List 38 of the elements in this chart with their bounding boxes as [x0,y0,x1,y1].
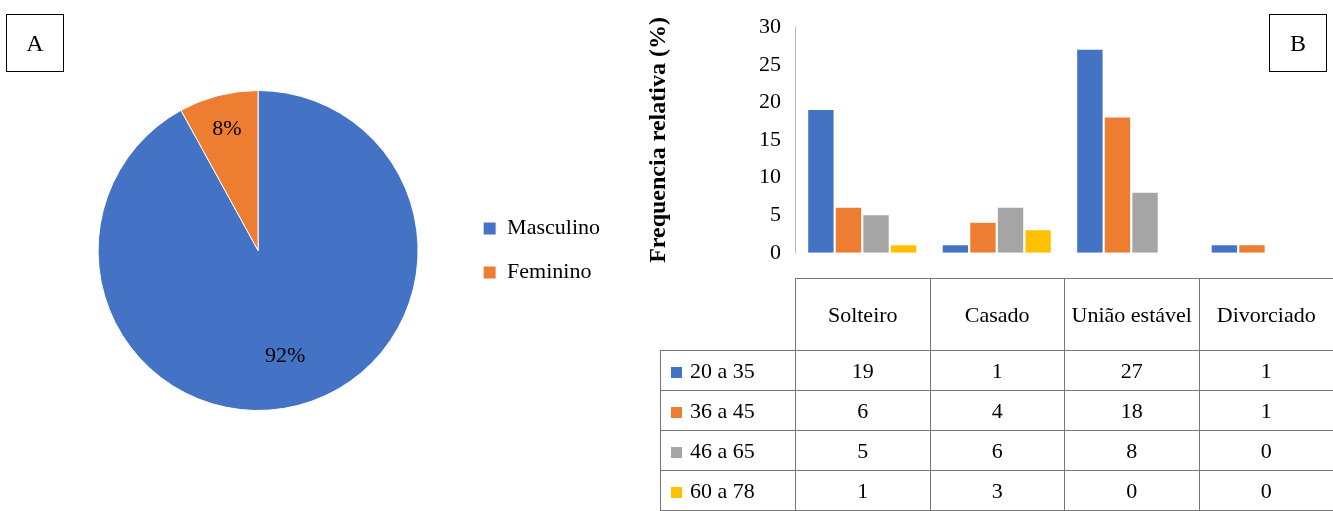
annotation: B [1269,14,1327,72]
y-tick-label: 5 [770,200,781,226]
legend-label: 46 a 65 [660,430,796,471]
data-label: 3 [930,470,1065,511]
legend-label: Feminino [507,258,592,284]
data-label: 0 [1199,430,1333,471]
data-label: 6 [795,390,930,431]
data-label: 1 [1199,390,1333,431]
data-label: 8 [1064,430,1199,471]
x-tick-label: União estável [1064,278,1199,351]
data-label: 4 [930,390,1065,431]
data-label: 5 [795,430,930,471]
data-label: 19 [795,350,930,391]
data-label: 92% [264,341,306,367]
data-label: 8% [212,115,242,141]
data-label: 1 [795,470,930,511]
data-label: 1 [930,350,1065,391]
data-label: 1 [1199,350,1333,391]
legend-label: 36 a 45 [660,390,796,431]
legend-label: Masculino [507,214,601,240]
y-tick-label: 0 [770,238,781,264]
data-label: 6 [930,430,1065,471]
legend-label: 20 a 35 [660,350,796,391]
data-label: 18 [1064,390,1199,431]
x-tick-label: Divorciado [1199,278,1333,351]
data-label: 27 [1064,350,1199,391]
y-axis-title: Frequencia relativa (%) [643,17,670,263]
y-tick-label: 15 [759,125,781,151]
text: A [6,14,64,72]
x-tick-label: Casado [930,278,1065,351]
data-label: 0 [1064,470,1199,511]
y-tick-label: 30 [759,12,781,38]
legend-label: 60 a 78 [660,470,796,511]
data-label: 0 [1199,470,1333,511]
y-tick-label: 20 [759,88,781,114]
y-tick-label: 10 [759,163,781,189]
x-tick-label: Solteiro [795,278,930,351]
y-tick-label: 25 [759,50,781,76]
